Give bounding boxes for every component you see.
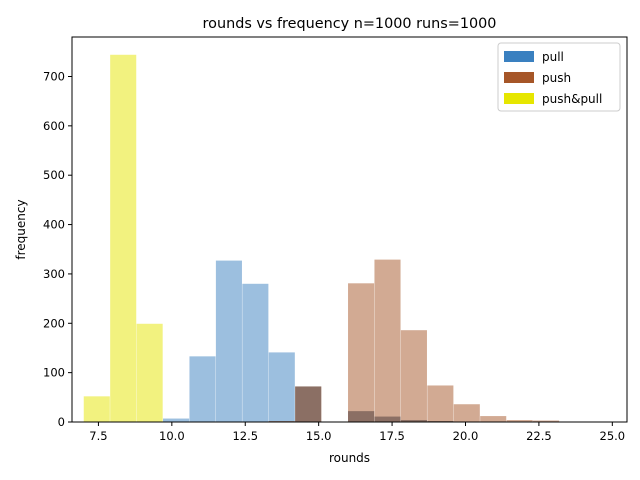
- bar-push: [533, 420, 560, 422]
- bar-overlap: [295, 386, 322, 422]
- legend: pull push push&pull: [497, 42, 621, 112]
- x-tick-label: 17.5: [379, 429, 405, 443]
- y-tick-label: 700: [43, 69, 65, 83]
- x-tick-label: 25.0: [600, 429, 626, 443]
- bar-pull: [215, 260, 242, 422]
- plot-frame: [71, 36, 628, 423]
- bar-pull: [189, 356, 216, 422]
- y-tick-label: 500: [43, 168, 65, 182]
- legend-swatch-push: [504, 72, 534, 83]
- legend-label-pull: pull: [542, 50, 564, 64]
- bar-pull: [242, 283, 269, 422]
- y-tick-label: 600: [43, 119, 65, 133]
- x-tick-label: 20.0: [453, 429, 479, 443]
- bar-overlap: [374, 416, 401, 422]
- bar-push: [480, 416, 507, 422]
- bar-overlap: [348, 411, 375, 422]
- bar-push: [453, 404, 480, 422]
- x-tick-label: 7.5: [89, 429, 107, 443]
- bar-pull: [268, 352, 295, 422]
- y-tick-label: 100: [43, 366, 65, 380]
- y-tick-label: 200: [43, 316, 65, 330]
- bar-push: [427, 385, 454, 422]
- x-axis-label: rounds: [329, 451, 370, 465]
- legend-swatch-push-pull: [504, 93, 534, 104]
- x-tick-label: 22.5: [526, 429, 552, 443]
- bar-push: [374, 259, 401, 422]
- y-tick-label: 0: [58, 415, 65, 429]
- bar-push-pull: [83, 396, 110, 422]
- bar-push-pull: [136, 323, 163, 422]
- x-tick-label: 10.0: [159, 429, 185, 443]
- chart-title: rounds vs frequency n=1000 runs=1000: [203, 16, 497, 32]
- y-axis-ticks: 0 100 200 300 400 500 600 700: [43, 69, 72, 429]
- x-tick-label: 12.5: [232, 429, 258, 443]
- bar-push: [400, 330, 427, 422]
- legend-label-push-pull: push&pull: [542, 92, 602, 106]
- bar-push: [506, 420, 533, 422]
- bar-push: [348, 283, 375, 422]
- bar-push-pull: [110, 54, 137, 423]
- bars-layer: [83, 54, 612, 423]
- y-tick-label: 400: [43, 218, 65, 232]
- y-axis-label: frequency: [14, 199, 28, 259]
- x-tick-label: 15.0: [306, 429, 332, 443]
- bar-overlap: [400, 420, 427, 422]
- x-axis-ticks: 7.5 10.0 12.5 15.0 17.5 20.0 22.5 25.0: [89, 422, 625, 443]
- bar-pull: [163, 418, 190, 422]
- legend-swatch-pull: [504, 51, 534, 62]
- y-tick-label: 300: [43, 267, 65, 281]
- legend-label-push: push: [542, 71, 571, 85]
